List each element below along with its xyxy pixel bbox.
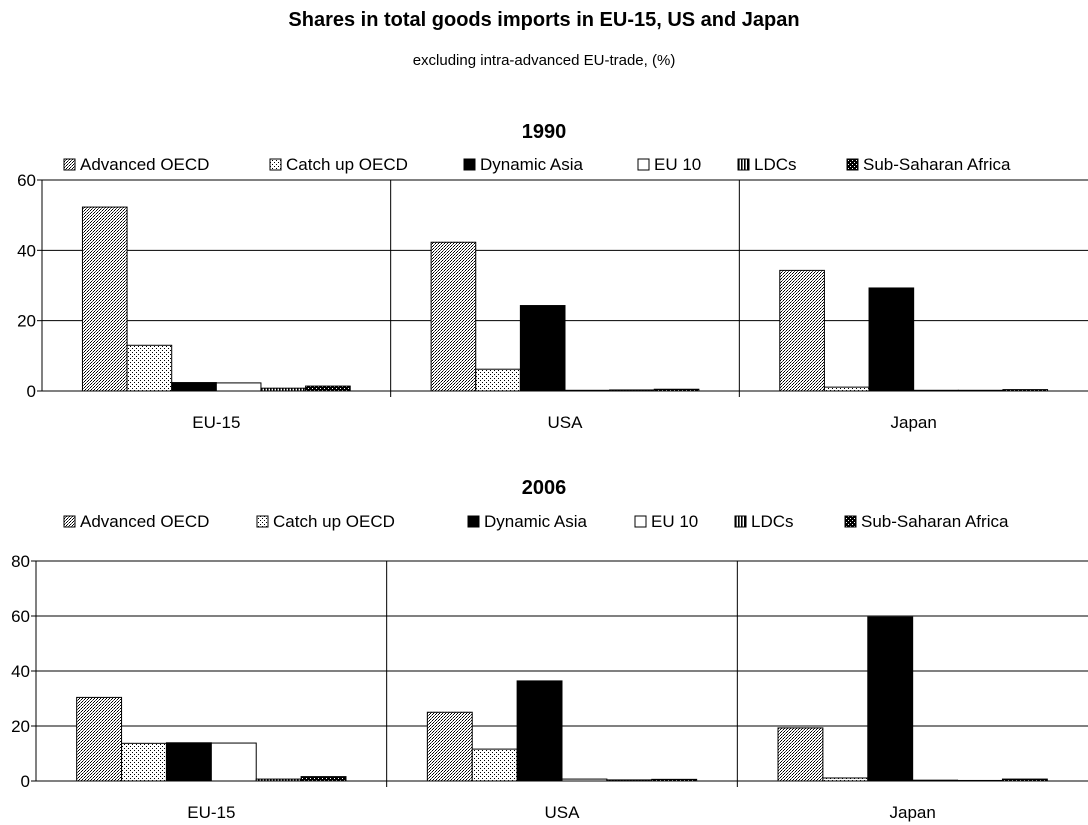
y-tick-label: 40	[17, 241, 36, 260]
bar-sub-saharan-africa-usa	[651, 778, 698, 782]
y-tick-label: 60	[17, 171, 36, 190]
y-tick-label: 0	[27, 382, 36, 401]
bar-advanced-oecd-usa	[430, 241, 477, 392]
y-tick-label: 20	[11, 717, 30, 736]
legend-swatch-sub-saharan-africa	[846, 158, 859, 171]
bar-eu-10-eu-15	[210, 742, 257, 782]
bar-eu-10-eu-15	[215, 382, 262, 392]
bar-ldcs-eu-15	[255, 778, 302, 782]
y-tick-label: 40	[11, 662, 30, 681]
category-label-usa: USA	[548, 413, 584, 432]
legend-swatch-catch-up-oecd	[256, 515, 269, 528]
bar-dynamic-asia-usa	[519, 305, 566, 392]
legend-label-catch-up-oecd: Catch up OECD	[273, 512, 395, 531]
bar-dynamic-asia-eu-15	[171, 382, 217, 392]
bar-sub-saharan-africa-japan	[1002, 389, 1049, 392]
bar-advanced-oecd-eu-15	[76, 696, 123, 782]
y-tick-label: 20	[17, 312, 36, 331]
bar-sub-saharan-africa-eu-15	[305, 385, 351, 392]
bar-dynamic-asia-japan	[868, 287, 915, 392]
category-label-eu-15: EU-15	[187, 803, 235, 822]
bar-catch-up-oecd-eu-15	[121, 742, 167, 782]
bar-catch-up-oecd-japan	[822, 777, 869, 782]
legend: Advanced OECD Catch up OECD Dynamic Asia EU…	[63, 512, 1009, 531]
bar-catch-up-oecd-usa	[475, 368, 521, 392]
bar-dynamic-asia-usa	[516, 680, 563, 782]
panel-title: 1990	[522, 121, 567, 143]
legend-label-eu-10: EU 10	[654, 155, 701, 174]
legend-swatch-catch-up-oecd	[269, 158, 282, 171]
legend-label-advanced-oecd: Advanced OECD	[80, 512, 209, 531]
bar-advanced-oecd-eu-15	[81, 206, 128, 392]
panel-title: 2006	[522, 477, 567, 499]
bar-eu-10-japan	[912, 779, 959, 782]
y-tick-label: 60	[11, 607, 30, 626]
legend-label-catch-up-oecd: Catch up OECD	[286, 155, 408, 174]
chart-panel-1990: 1990 Advanced OECD Catch up OECD Dynamic As…	[17, 121, 1088, 432]
chart-title: Shares in total goods imports in EU-15, …	[288, 9, 800, 31]
bar-eu-10-japan	[913, 389, 959, 392]
bar-eu-10-usa	[564, 389, 611, 392]
legend-label-dynamic-asia: Dynamic Asia	[484, 512, 588, 531]
legend-label-sub-saharan-africa: Sub-Saharan Africa	[861, 512, 1009, 531]
chart-panel-2006: 2006 Advanced OECD Catch up OECD Dynamic As…	[11, 477, 1088, 822]
bar-ldcs-eu-15	[260, 387, 307, 392]
legend-swatch-advanced-oecd	[63, 515, 76, 528]
legend-swatch-ldcs	[734, 515, 747, 528]
bar-ldcs-japan	[957, 389, 1004, 392]
y-tick-label: 80	[11, 552, 30, 571]
category-label-japan: Japan	[890, 803, 936, 822]
legend-swatch-advanced-oecd	[63, 158, 76, 171]
legend: Advanced OECD Catch up OECD Dynamic Asia EU…	[63, 155, 1011, 174]
bar-sub-saharan-africa-japan	[1001, 778, 1048, 782]
legend-label-sub-saharan-africa: Sub-Saharan Africa	[863, 155, 1011, 174]
legend-swatch-sub-saharan-africa	[844, 515, 857, 528]
bar-ldcs-usa	[609, 389, 655, 392]
legend-label-dynamic-asia: Dynamic Asia	[480, 155, 584, 174]
legend-swatch-dynamic-asia	[467, 515, 480, 528]
legend-swatch-eu-10	[637, 158, 650, 171]
y-tick-label: 0	[21, 772, 30, 791]
bar-catch-up-oecd-eu-15	[126, 344, 173, 392]
legend-swatch-dynamic-asia	[463, 158, 476, 171]
legend-swatch-ldcs	[737, 158, 750, 171]
bar-ldcs-usa	[606, 779, 653, 782]
bar-advanced-oecd-japan	[777, 727, 824, 782]
legend-label-eu-10: EU 10	[651, 512, 698, 531]
legend-label-advanced-oecd: Advanced OECD	[80, 155, 209, 174]
bar-advanced-oecd-usa	[426, 711, 473, 782]
legend-swatch-eu-10	[634, 515, 647, 528]
bar-advanced-oecd-japan	[779, 269, 825, 392]
bar-dynamic-asia-japan	[867, 616, 914, 782]
bar-sub-saharan-africa-usa	[653, 388, 700, 392]
bar-eu-10-usa	[561, 778, 608, 782]
legend-label-ldcs: LDCs	[751, 512, 794, 531]
bar-dynamic-asia-eu-15	[165, 742, 212, 782]
bar-catch-up-oecd-japan	[823, 386, 870, 392]
category-label-usa: USA	[545, 803, 581, 822]
bar-catch-up-oecd-usa	[471, 748, 518, 782]
bar-sub-saharan-africa-eu-15	[300, 776, 347, 782]
legend-label-ldcs: LDCs	[754, 155, 797, 174]
chart-subtitle: excluding intra-advanced EU-trade, (%)	[412, 52, 676, 69]
category-label-japan: Japan	[891, 413, 937, 432]
bar-ldcs-japan	[957, 779, 1003, 782]
category-label-eu-15: EU-15	[192, 413, 240, 432]
